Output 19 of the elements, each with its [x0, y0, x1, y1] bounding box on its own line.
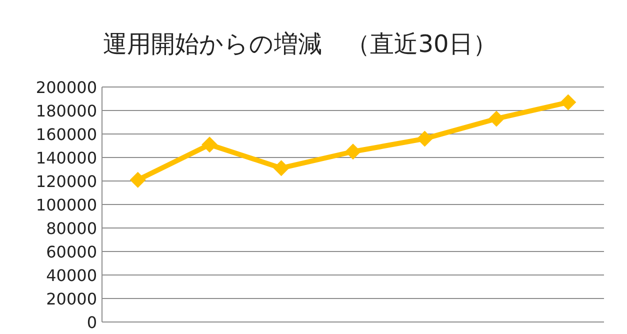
y-tick-label: 60000 — [46, 242, 97, 262]
point — [202, 136, 218, 153]
y-tick-label: 20000 — [46, 290, 97, 308]
y-tick-label: 180000 — [36, 102, 97, 120]
y-tick-label: 0 — [86, 313, 97, 332]
point — [560, 94, 576, 110]
point — [488, 110, 504, 127]
point — [273, 160, 290, 176]
point — [345, 144, 361, 160]
y-tick-label: 200000 — [36, 78, 97, 97]
y-tick-label: 120000 — [36, 172, 97, 191]
y-tick-label: 160000 — [36, 125, 97, 144]
y-tick-label: 80000 — [46, 219, 97, 238]
y-tick-label: 140000 — [36, 148, 97, 168]
chart-title: 運用開始からの増減 （直近30日） — [103, 30, 497, 58]
point — [416, 130, 433, 147]
y-tick-label: 40000 — [46, 266, 97, 285]
y-tick-label: 100000 — [36, 196, 97, 214]
point — [130, 172, 146, 188]
